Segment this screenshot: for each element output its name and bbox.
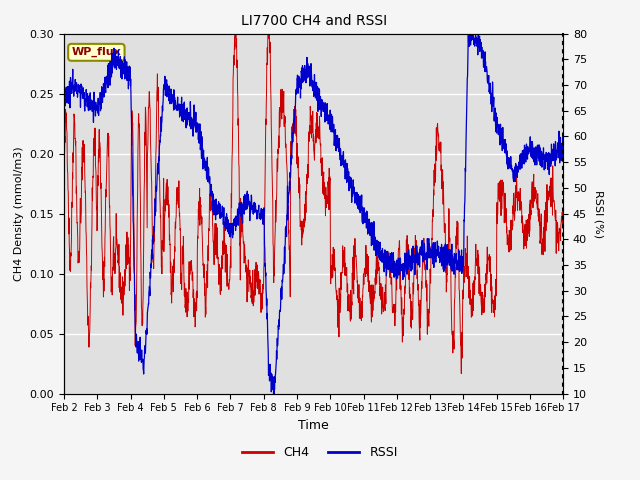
Title: LI7700 CH4 and RSSI: LI7700 CH4 and RSSI	[241, 14, 387, 28]
RSSI	[545, 171, 553, 177]
X-axis label: Time: Time	[298, 419, 329, 432]
CH4	[559, 218, 567, 224]
CH4	[458, 371, 465, 376]
RSSI	[303, 55, 311, 60]
RSSI	[60, 96, 68, 102]
CH4	[290, 107, 298, 112]
Line: CH4: CH4	[64, 16, 563, 373]
RSSI	[269, 391, 277, 396]
RSSI	[86, 105, 93, 110]
CH4	[303, 180, 311, 186]
CH4	[60, 182, 68, 188]
CH4	[86, 330, 93, 336]
Text: WP_flux: WP_flux	[72, 47, 121, 58]
Legend: CH4, RSSI: CH4, RSSI	[237, 441, 403, 464]
CH4	[266, 13, 273, 19]
CH4	[545, 194, 553, 200]
RSSI	[290, 129, 298, 135]
RSSI	[454, 258, 461, 264]
CH4	[454, 224, 461, 229]
Y-axis label: CH4 Density (mmol/m3): CH4 Density (mmol/m3)	[14, 146, 24, 281]
CH4	[545, 189, 553, 195]
RSSI	[465, 31, 472, 36]
RSSI	[559, 142, 567, 147]
RSSI	[545, 161, 553, 167]
Line: RSSI: RSSI	[64, 34, 563, 394]
Y-axis label: RSSI (%): RSSI (%)	[594, 190, 604, 238]
